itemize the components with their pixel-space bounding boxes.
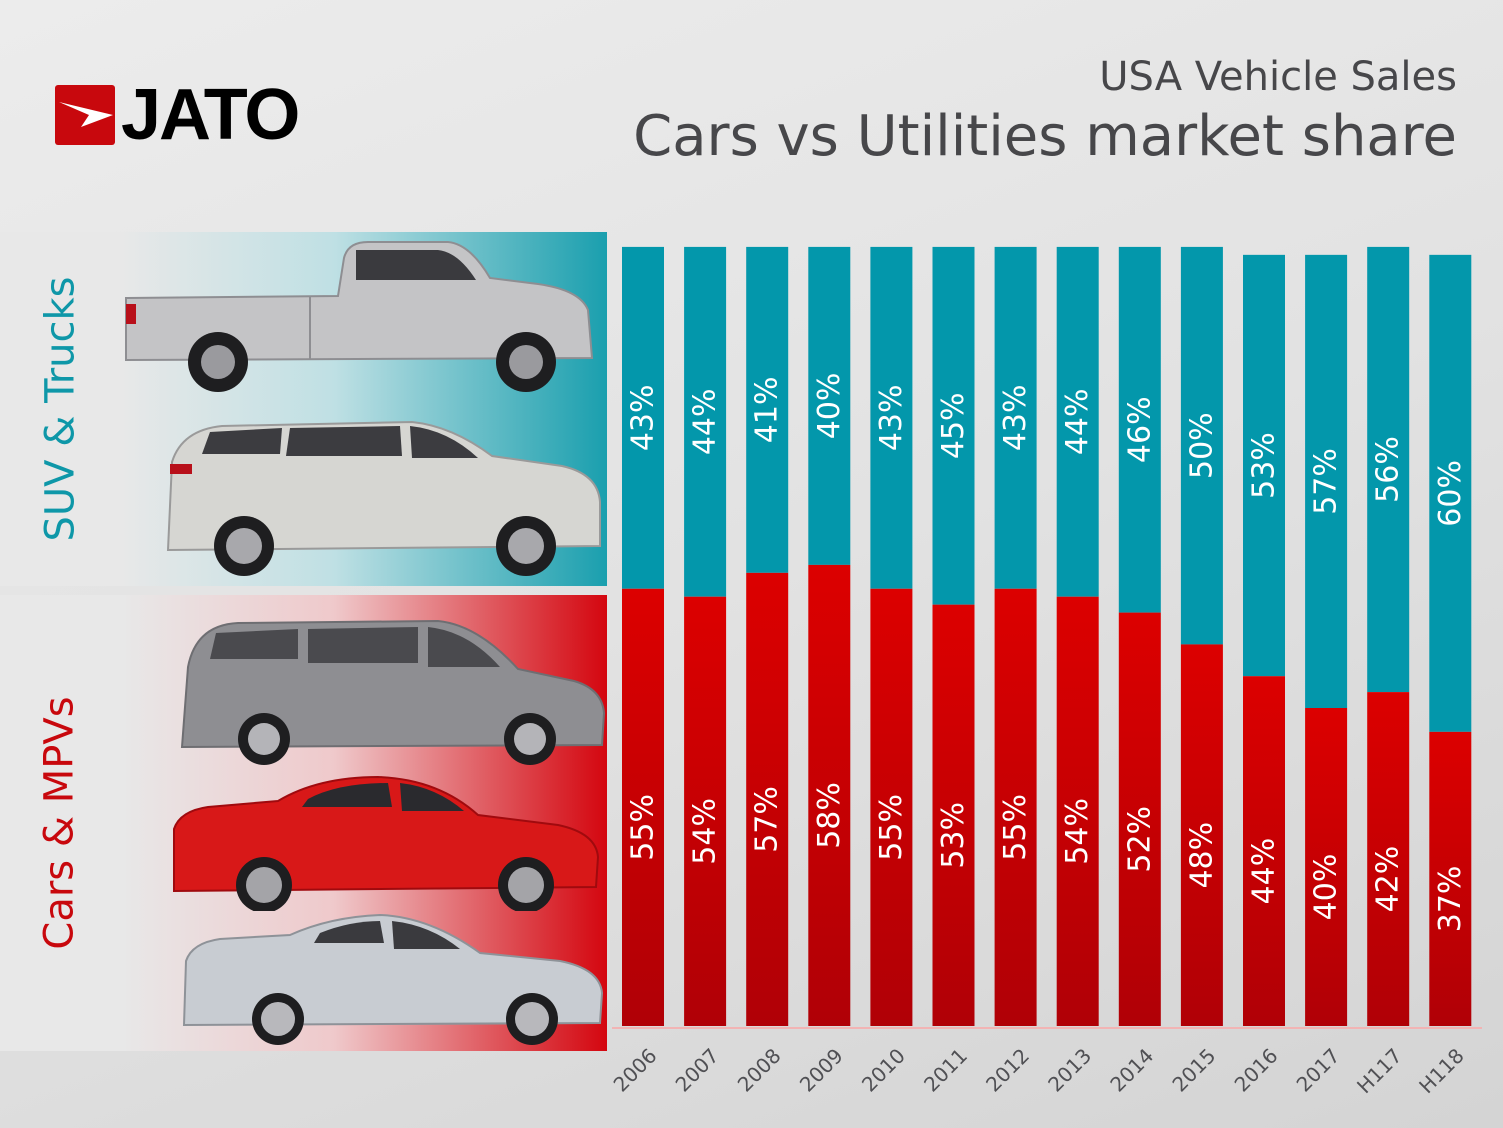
bar-utilities-2007: [684, 246, 727, 597]
label-utilities-H117: 56%: [1371, 436, 1406, 503]
cars-panel: Cars & MPVs: [0, 595, 607, 1051]
bar-cars-2013: [1056, 596, 1099, 1026]
bar-cars-2012: [994, 588, 1037, 1026]
bar-utilities-2009: [808, 246, 851, 565]
utilities-panel: SUV & Trucks: [0, 232, 607, 586]
bar-utilities-2013: [1056, 246, 1099, 597]
label-cars-2014: 52%: [1122, 806, 1157, 873]
sports-coupe-image: [168, 771, 600, 911]
label-cars-2015: 48%: [1184, 822, 1219, 889]
jato-logo: JATO: [55, 75, 300, 155]
label-utilities-2009: 40%: [812, 373, 847, 440]
x-tick-2006: 2006: [609, 1044, 662, 1097]
label-cars-H118: 37%: [1433, 866, 1468, 933]
x-tick-H118: H118: [1414, 1044, 1469, 1099]
label-cars-H117: 42%: [1371, 846, 1406, 913]
label-cars-2007: 54%: [688, 798, 723, 865]
label-cars-2013: 54%: [1060, 798, 1095, 865]
bar-cars-2010: [870, 588, 913, 1026]
arrow-icon: [59, 102, 113, 127]
bar-cars-2016: [1243, 676, 1285, 1026]
x-tick-2014: 2014: [1105, 1044, 1158, 1097]
x-tick-H117: H117: [1352, 1044, 1407, 1099]
label-cars-2006: 55%: [626, 794, 661, 861]
x-tick-2017: 2017: [1292, 1044, 1345, 1097]
label-utilities-2008: 41%: [750, 377, 785, 444]
chart-subtitle: USA Vehicle Sales: [1099, 54, 1457, 100]
label-utilities-2011: 45%: [936, 392, 971, 459]
suv-image: [162, 412, 604, 578]
bar-utilities-H118: [1429, 254, 1472, 732]
pickup-truck-image: [118, 238, 604, 398]
x-tick-2013: 2013: [1043, 1044, 1096, 1097]
label-utilities-H118: 60%: [1433, 460, 1468, 527]
x-tick-2010: 2010: [857, 1044, 910, 1097]
label-utilities-2015: 50%: [1184, 412, 1219, 479]
label-cars-2017: 40%: [1309, 854, 1344, 921]
bar-cars-2014: [1118, 612, 1161, 1026]
label-cars-2009: 58%: [812, 782, 847, 849]
label-utilities-2012: 43%: [998, 384, 1033, 451]
label-utilities-2014: 46%: [1122, 396, 1157, 463]
bar-cars-2009: [808, 564, 851, 1026]
logo-text: JATO: [121, 75, 300, 155]
bar-cars-2008: [746, 572, 789, 1026]
bar-utilities-2008: [746, 246, 789, 573]
bar-utilities-2017: [1305, 254, 1348, 708]
header: USA Vehicle Sales Cars vs Utilities mark…: [633, 52, 1457, 172]
x-tick-2015: 2015: [1167, 1044, 1220, 1097]
bar-utilities-H117: [1367, 246, 1410, 693]
bar-utilities-2006: [622, 246, 664, 589]
bar-cars-H117: [1367, 692, 1410, 1026]
bar-utilities-2010: [870, 246, 913, 589]
bar-utilities-2016: [1243, 254, 1285, 677]
label-utilities-2016: 53%: [1247, 432, 1282, 499]
label-utilities-2013: 44%: [1060, 388, 1095, 455]
minivan-image: [178, 617, 606, 767]
x-tick-2016: 2016: [1230, 1044, 1283, 1097]
bar-cars-2006: [622, 588, 664, 1026]
jato-logo-mark: [55, 85, 115, 145]
chart-title: Cars vs Utilities market share: [633, 104, 1457, 169]
bar-cars-2011: [932, 604, 975, 1026]
label-cars-2012: 55%: [998, 794, 1033, 861]
bar-utilities-2012: [994, 246, 1037, 589]
sedan-image: [180, 913, 604, 1047]
x-tick-2007: 2007: [671, 1044, 724, 1097]
bar-cars-H118: [1429, 731, 1472, 1026]
x-tick-2011: 2011: [919, 1044, 972, 1097]
label-cars-2016: 44%: [1247, 838, 1282, 905]
bar-utilities-2011: [932, 246, 975, 605]
x-tick-2012: 2012: [981, 1044, 1034, 1097]
label-cars-2008: 57%: [750, 786, 785, 853]
label-cars-2010: 55%: [874, 794, 909, 861]
label-utilities-2007: 44%: [688, 388, 723, 455]
x-tick-2009: 2009: [795, 1044, 848, 1097]
bar-cars-2017: [1305, 708, 1348, 1026]
label-utilities-2006: 43%: [626, 384, 661, 451]
label-utilities-2017: 57%: [1309, 448, 1344, 515]
bar-utilities-2015: [1180, 246, 1223, 645]
bar-utilities-2014: [1118, 246, 1161, 613]
label-utilities-2010: 43%: [874, 384, 909, 451]
x-tick-2008: 2008: [733, 1044, 786, 1097]
bar-cars-2015: [1180, 644, 1223, 1026]
bar-cars-2007: [684, 596, 727, 1026]
label-cars-2011: 53%: [936, 802, 971, 869]
